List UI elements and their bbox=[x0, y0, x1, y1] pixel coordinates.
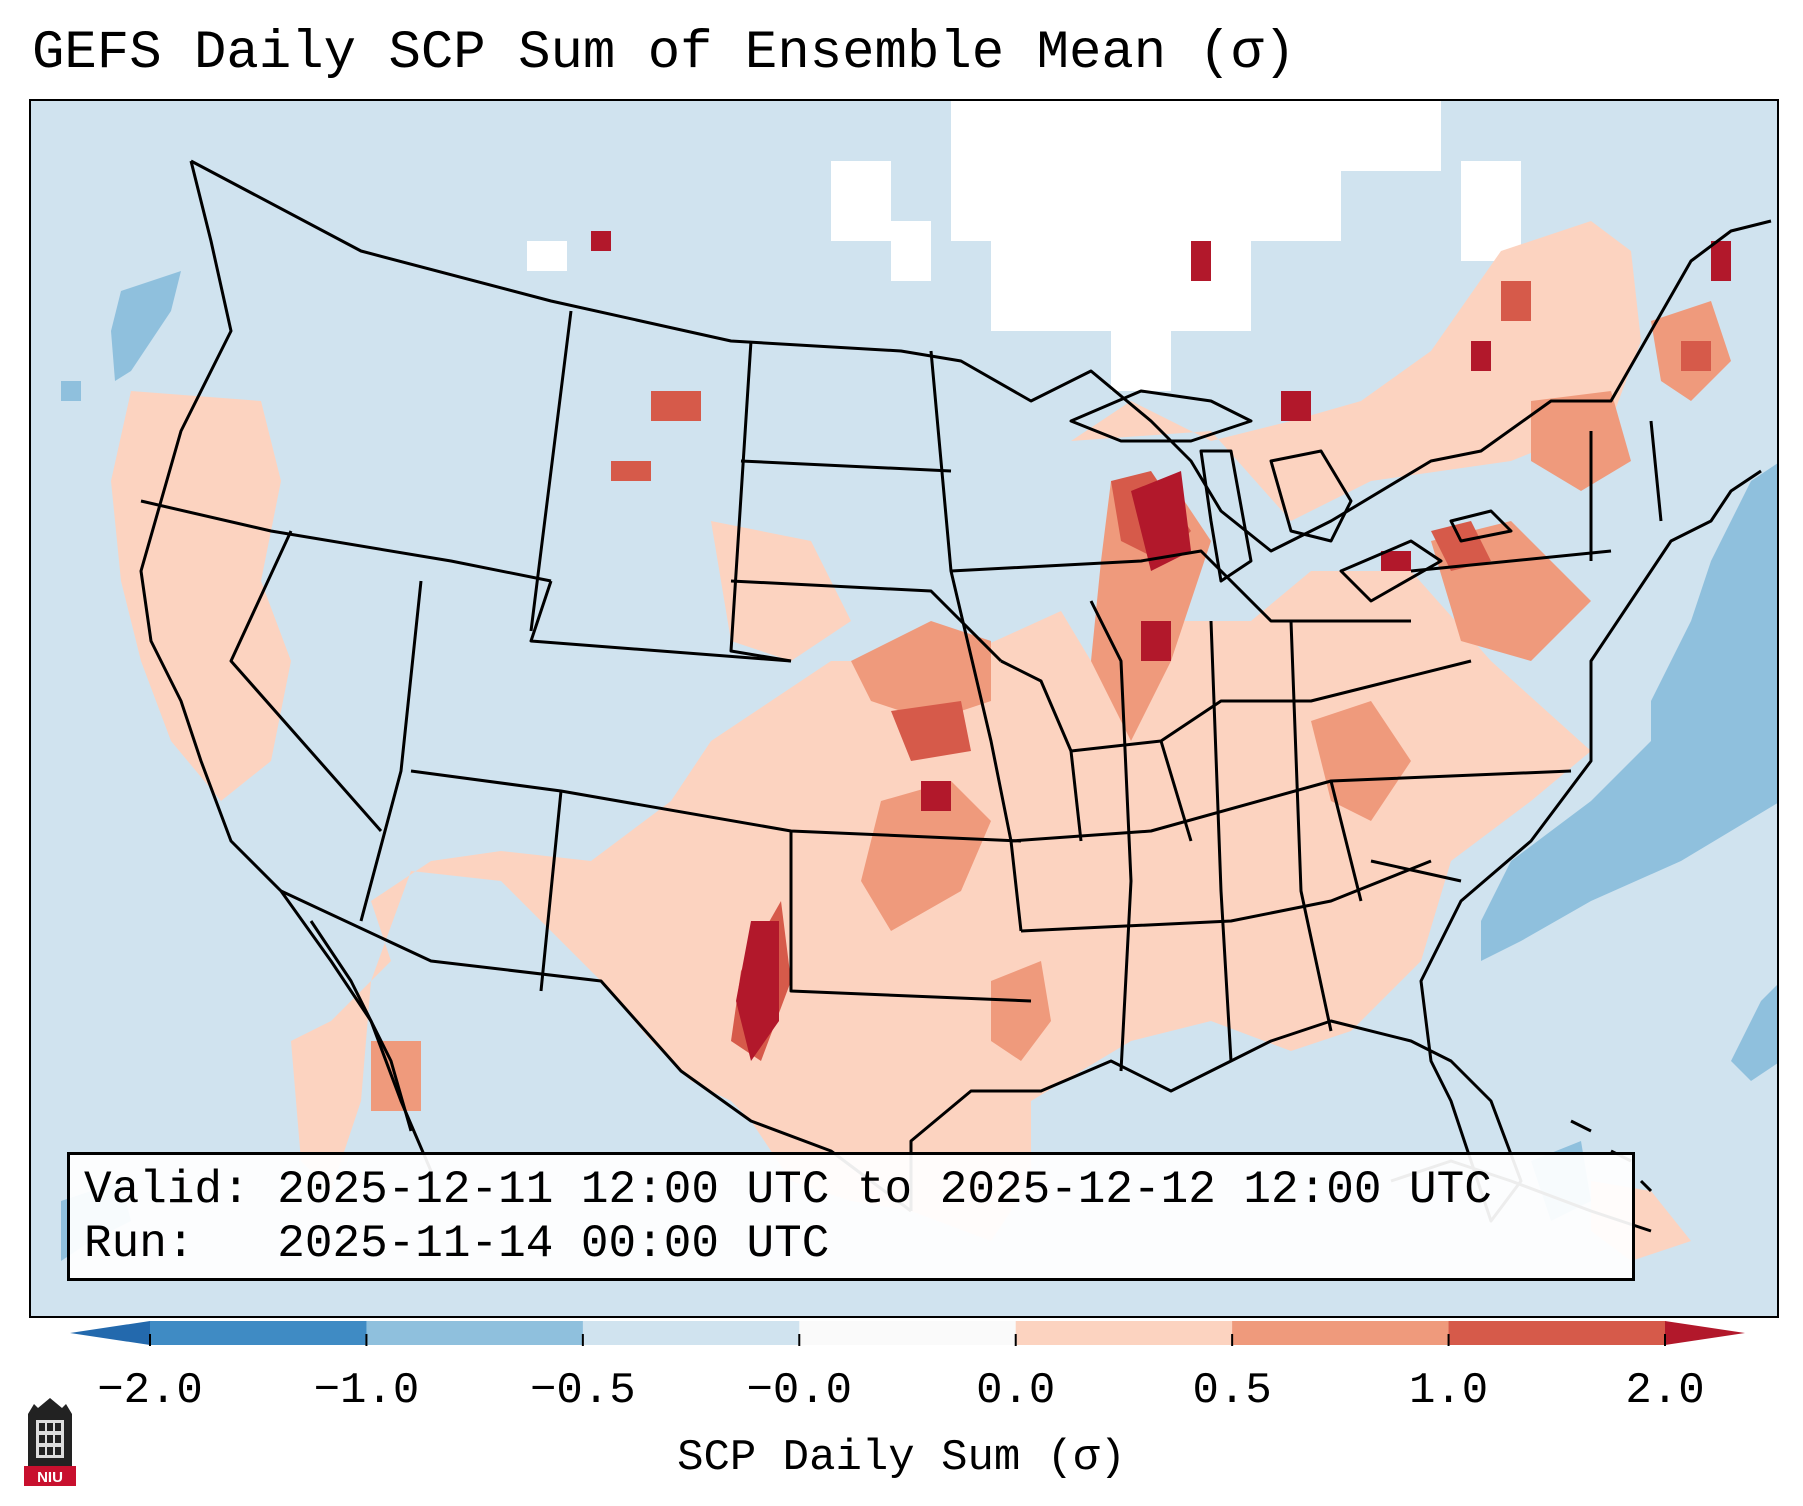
colorbar-under-arrow bbox=[70, 1321, 150, 1345]
valid-value: 2025-12-11 12:00 UTC to 2025-12-12 12:00… bbox=[277, 1164, 1492, 1216]
colorbar bbox=[70, 1321, 1745, 1346]
colorbar-segment bbox=[799, 1321, 1017, 1345]
colorbar-tick-label: −0.5 bbox=[530, 1366, 636, 1416]
map-panel bbox=[29, 99, 1779, 1318]
info-box: Valid: 2025-12-11 12:00 UTC to 2025-12-1… bbox=[67, 1152, 1635, 1281]
neutral-patches bbox=[527, 101, 1521, 391]
extreme-areas bbox=[591, 231, 1731, 1061]
colorbar-tick-label: 2.0 bbox=[1625, 1366, 1705, 1416]
colorbar-tick-label: −1.0 bbox=[313, 1366, 420, 1416]
run-label: Run: bbox=[84, 1218, 195, 1270]
run-line: Run: 2025-11-14 00:00 UTC bbox=[84, 1217, 1632, 1271]
colorbar-segment bbox=[150, 1321, 367, 1345]
colorbar-segment bbox=[1015, 1321, 1233, 1345]
colorbar-segment bbox=[1232, 1321, 1450, 1345]
run-value: 2025-11-14 00:00 UTC bbox=[277, 1218, 830, 1270]
valid-line: Valid: 2025-12-11 12:00 UTC to 2025-12-1… bbox=[84, 1163, 1632, 1217]
niu-logo: NIU bbox=[24, 1398, 76, 1486]
logo-text: NIU bbox=[37, 1469, 63, 1486]
colorbar-label: SCP Daily Sum (σ) bbox=[677, 1433, 1126, 1483]
colorbar-segments bbox=[150, 1321, 1666, 1345]
colorbar-tick-label: 1.0 bbox=[1408, 1366, 1489, 1416]
colorbar-over-arrow bbox=[1665, 1321, 1745, 1345]
colorbar-tick-label: −2.0 bbox=[97, 1366, 203, 1416]
colorbar-segment bbox=[582, 1321, 800, 1345]
colorbar-tick-label: 0.0 bbox=[976, 1366, 1056, 1416]
colorbar-tick-label: 0.5 bbox=[1192, 1366, 1272, 1416]
valid-label: Valid: bbox=[84, 1164, 250, 1216]
chart-title: GEFS Daily SCP Sum of Ensemble Mean (σ) bbox=[32, 23, 1296, 84]
colorbar-segment bbox=[366, 1321, 584, 1345]
map-canvas bbox=[31, 101, 1777, 1316]
colorbar-tick-label: −0.0 bbox=[746, 1366, 853, 1416]
colorbar-segment bbox=[1448, 1321, 1666, 1345]
